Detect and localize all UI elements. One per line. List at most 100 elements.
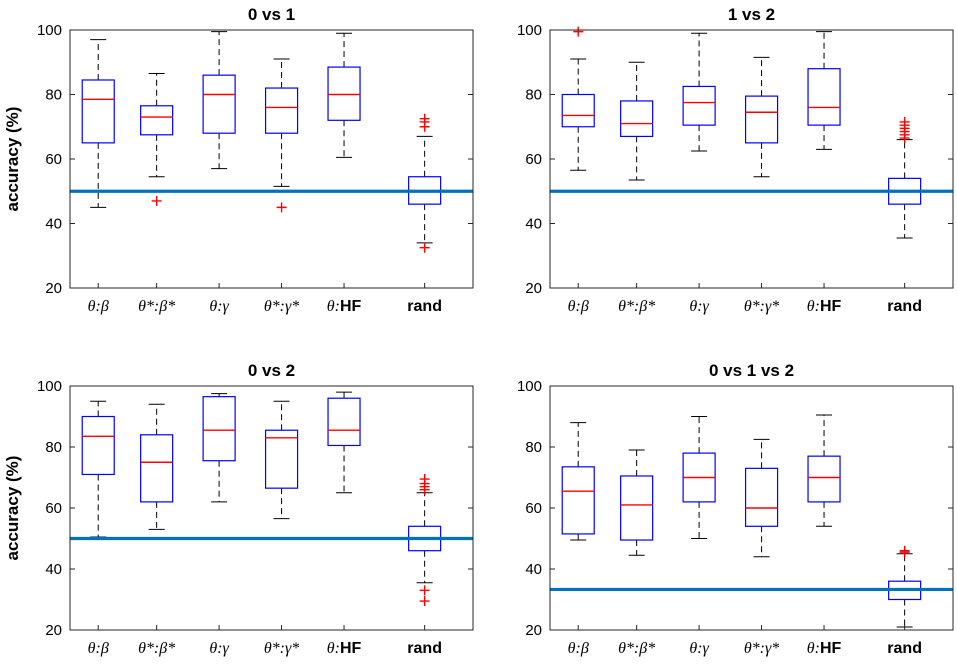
outlier-marker xyxy=(276,202,287,213)
box-3 xyxy=(202,31,236,170)
y-tick-label: 100 xyxy=(517,22,542,39)
x-tick-label: θ*:γ* xyxy=(744,298,780,315)
iqr-box xyxy=(202,74,236,134)
x-tick-label: θ:γ xyxy=(689,640,709,657)
x-tick-label: θ:HF xyxy=(807,298,842,315)
y-tick-label: 20 xyxy=(525,622,542,639)
iqr-box xyxy=(620,100,654,138)
box-4 xyxy=(264,400,299,520)
panel-title: 1 vs 2 xyxy=(728,5,775,24)
x-tick-label: θ:HF xyxy=(327,298,362,315)
x-tick-label: rand xyxy=(887,298,922,315)
x-tick-label: θ*:β* xyxy=(138,640,175,657)
panel-4: 20 40 60 80 100 θ:β θ*:β* θ:γ θ*:γ* θ:HF rand 0 vs … xyxy=(517,361,954,657)
box-1 xyxy=(81,39,115,208)
y-tick-label: 20 xyxy=(525,280,542,297)
iqr-box xyxy=(264,87,299,134)
box-5 xyxy=(807,414,841,527)
iqr-box xyxy=(81,415,115,476)
iqr-box xyxy=(264,429,299,489)
plot-area xyxy=(550,30,953,288)
outlier-marker xyxy=(419,474,430,485)
box-5 xyxy=(327,32,361,158)
x-tick-label: θ*:β* xyxy=(618,298,655,315)
y-tick-label: 100 xyxy=(37,378,62,395)
box-1 xyxy=(81,400,115,538)
y-tick-label: 40 xyxy=(525,561,542,578)
box-5 xyxy=(807,31,841,150)
y-tick-label: 60 xyxy=(525,500,542,517)
outlier-marker xyxy=(419,596,430,607)
panel-title: 0 vs 1 xyxy=(248,5,295,24)
x-tick-label: θ:HF xyxy=(807,640,842,657)
x-tick-label: θ:β xyxy=(568,640,589,657)
x-tick-label-part: HF xyxy=(340,298,362,315)
box-1 xyxy=(561,422,595,541)
plot-area xyxy=(70,386,473,630)
box-4 xyxy=(264,58,299,213)
x-tick-label: θ*:γ* xyxy=(744,640,780,657)
y-tick-label: 60 xyxy=(45,151,62,168)
y-tick-label: 40 xyxy=(45,561,62,578)
iqr-box xyxy=(202,396,236,462)
outlier-marker xyxy=(419,585,430,596)
iqr-box xyxy=(744,467,779,527)
outlier-marker xyxy=(899,545,910,556)
box-3 xyxy=(202,393,236,503)
x-tick-label-part: θ: xyxy=(327,298,340,315)
x-tick-label: θ*:γ* xyxy=(264,640,300,657)
x-tick-label: rand xyxy=(407,640,442,657)
y-axis-label: accuracy (%) xyxy=(3,456,22,561)
x-tick-label: θ:HF xyxy=(327,640,362,657)
axes-frame xyxy=(69,29,474,289)
x-tick-label: θ*:γ* xyxy=(264,298,300,315)
x-tick-label-part: HF xyxy=(820,298,842,315)
box-5 xyxy=(327,391,361,494)
iqr-box xyxy=(807,455,841,503)
box-4 xyxy=(744,438,779,558)
iqr-box xyxy=(744,95,779,144)
x-tick-label-part: HF xyxy=(820,640,842,657)
y-tick-label: 40 xyxy=(525,216,542,233)
y-tick-label: 80 xyxy=(45,439,62,456)
axes-frame xyxy=(549,29,954,289)
iqr-box xyxy=(807,68,841,126)
panel-2: 20 40 60 80 100 θ:β θ*:β* θ:γ θ*:γ* θ:HF rand 1 vs … xyxy=(517,5,954,315)
y-tick-label: 60 xyxy=(525,151,542,168)
iqr-box xyxy=(561,93,595,128)
y-tick-label: 60 xyxy=(45,500,62,517)
x-tick-label: θ:γ xyxy=(209,640,229,657)
x-tick-label: θ:β xyxy=(568,298,589,315)
x-tick-label-part: θ: xyxy=(327,640,340,657)
x-tick-label: θ:β xyxy=(88,298,109,315)
x-tick-label: θ*:β* xyxy=(138,298,175,315)
box-2 xyxy=(620,61,654,181)
box-3 xyxy=(682,32,716,152)
y-tick-label: 80 xyxy=(525,87,542,104)
box-2 xyxy=(140,403,174,530)
iqr-box xyxy=(140,105,174,136)
plot-area xyxy=(70,30,473,288)
x-tick-label: rand xyxy=(887,640,922,657)
y-tick-label: 100 xyxy=(37,22,62,39)
x-tick-label: θ:γ xyxy=(689,298,709,315)
iqr-box xyxy=(327,397,361,447)
axes-frame xyxy=(549,385,954,631)
x-tick-label: θ:β xyxy=(88,640,109,657)
y-tick-label: 20 xyxy=(45,280,62,297)
y-tick-label: 40 xyxy=(45,216,62,233)
outlier-marker xyxy=(151,195,162,206)
axes-frame xyxy=(69,385,474,631)
iqr-box xyxy=(140,434,174,503)
panel-1: 20 40 60 80 100 θ:β θ*:β* θ:γ θ*:γ* θ:HF rand 0 vs … xyxy=(3,5,474,315)
y-tick-label: 20 xyxy=(45,622,62,639)
x-tick-label: θ:γ xyxy=(209,298,229,315)
box-4 xyxy=(744,56,779,178)
outlier-marker xyxy=(899,116,910,127)
x-tick-label: θ*:β* xyxy=(618,640,655,657)
outlier-marker xyxy=(419,242,430,253)
x-tick-label: rand xyxy=(407,298,442,315)
box-2 xyxy=(140,73,174,206)
